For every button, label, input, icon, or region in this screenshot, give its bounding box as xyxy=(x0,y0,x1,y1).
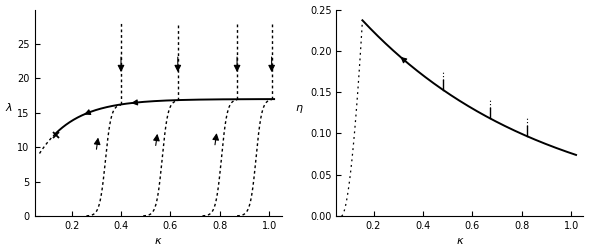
X-axis label: κ: κ xyxy=(456,236,463,246)
Y-axis label: λ: λ xyxy=(5,103,12,113)
X-axis label: κ: κ xyxy=(155,236,161,246)
Y-axis label: η: η xyxy=(296,103,302,113)
